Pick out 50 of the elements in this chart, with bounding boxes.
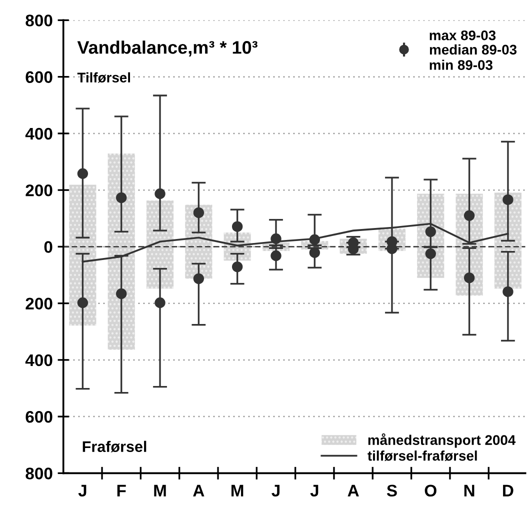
point bbox=[464, 272, 475, 284]
text: Vandbalance,m³ * 10³ bbox=[77, 40, 258, 56]
x-tick-label: J bbox=[78, 484, 86, 497]
point bbox=[502, 286, 514, 298]
x-tick-label: J bbox=[310, 484, 318, 497]
annotation: Fraførsel bbox=[82, 440, 146, 452]
x-tick-label: A bbox=[193, 484, 204, 496]
y-tick-label: 200 bbox=[26, 184, 52, 196]
x-tick-label: J bbox=[272, 484, 280, 497]
x-tick-label: S bbox=[386, 484, 397, 497]
x-tick-label: O bbox=[424, 484, 436, 497]
x-tick-label: A bbox=[348, 484, 359, 496]
x-tick-label: N bbox=[464, 484, 474, 496]
point bbox=[116, 192, 127, 204]
point bbox=[309, 234, 320, 245]
x-tick-label: D bbox=[503, 484, 514, 496]
point bbox=[116, 288, 127, 300]
y-tick-label: 600 bbox=[26, 410, 52, 423]
x-tick-label: F bbox=[117, 484, 126, 496]
point bbox=[193, 273, 204, 284]
point bbox=[232, 261, 243, 272]
point bbox=[77, 168, 88, 179]
point bbox=[464, 210, 475, 221]
point bbox=[425, 248, 436, 260]
point bbox=[154, 188, 166, 200]
point bbox=[502, 194, 514, 206]
annotation: max 89-03 bbox=[430, 30, 496, 40]
bar bbox=[108, 154, 135, 350]
y-tick-label: 800 bbox=[26, 468, 52, 480]
legend-label: median 89-03 bbox=[430, 44, 517, 55]
y-tick-label: 200 bbox=[26, 298, 52, 310]
x-tick-label: M bbox=[154, 484, 166, 496]
y-tick-label: 0 bbox=[44, 241, 52, 253]
y-tick-label: 400 bbox=[25, 354, 52, 366]
y-tick-label: 400 bbox=[25, 128, 52, 140]
legend-label: månedstransport 2004 bbox=[368, 433, 516, 448]
point bbox=[77, 297, 88, 308]
bar bbox=[146, 200, 174, 289]
annotation: Tilførsel bbox=[77, 72, 130, 83]
y-tick-label: 600 bbox=[26, 71, 52, 84]
point bbox=[232, 221, 243, 232]
point bbox=[270, 250, 282, 262]
point bbox=[425, 226, 436, 238]
legend-label: tilførsel-fraførsel bbox=[368, 450, 477, 461]
point bbox=[309, 247, 320, 258]
annotation: min 89-03 bbox=[430, 60, 492, 70]
point bbox=[154, 297, 166, 308]
y-tick-label: 800 bbox=[26, 14, 52, 26]
point bbox=[193, 207, 204, 218]
x-tick-label: M bbox=[232, 484, 244, 496]
